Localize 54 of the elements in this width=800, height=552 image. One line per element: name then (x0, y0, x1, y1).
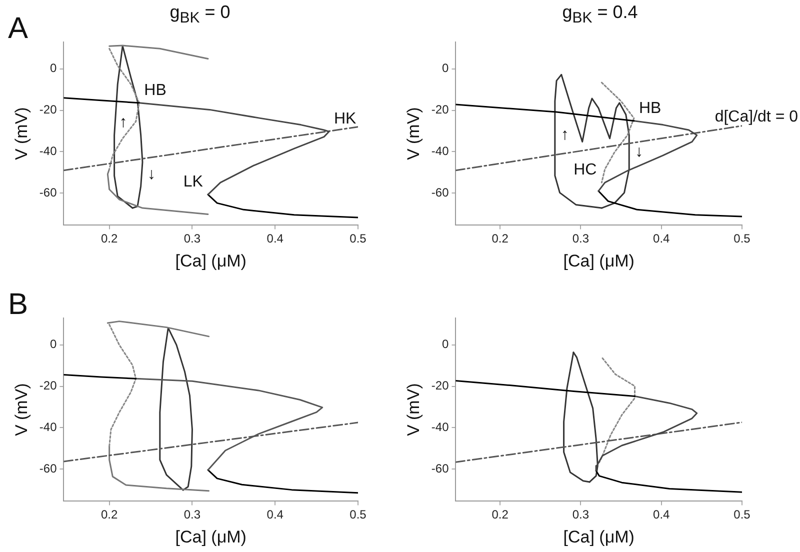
x-tick-label: 0.2 (492, 232, 509, 246)
y-tick-label: -60 (431, 461, 450, 476)
x-tick-label: 0.4 (653, 508, 670, 522)
x-tick-label: 0.5 (734, 508, 751, 522)
y-axis-title: V (mV) (12, 107, 31, 160)
y-tick-label: 0 (50, 61, 58, 76)
text: B (8, 288, 28, 322)
annotation: d[Ca]/dt = 0 (714, 108, 798, 126)
y-axis-title: V (mV) (12, 383, 31, 436)
x-tick-label: 0.2 (100, 508, 118, 522)
annotation: ↑ (119, 114, 128, 132)
x-tick-label: 0.3 (572, 508, 590, 522)
x-tick-label: 0.3 (184, 508, 201, 522)
y-axis-title: V (mV) (404, 107, 423, 160)
y-tick-label: -20 (39, 378, 58, 393)
x-tick-label: 0.2 (100, 232, 118, 246)
y-tick-label: 0 (442, 337, 450, 352)
y-tick-label: -40 (431, 420, 450, 434)
y-tick-label: -20 (431, 102, 450, 117)
y-axis-title: V (mV) (404, 383, 423, 436)
x-tick-label: 0.3 (572, 232, 590, 246)
x-tick-label: 0.4 (266, 508, 284, 522)
x-axis-title: [Ca] (μM) (563, 251, 634, 270)
annotation: ↓ (635, 144, 644, 161)
x-axis-title: [Ca] (μM) (563, 527, 634, 546)
y-tick-label: -20 (431, 378, 450, 393)
x-tick-label: 0.4 (653, 232, 670, 246)
annotation: HB (144, 82, 166, 99)
y-tick-label: -20 (39, 102, 58, 117)
y-tick-label: -60 (39, 461, 58, 476)
annotation: ↓ (147, 166, 156, 184)
text: A (8, 12, 28, 46)
x-tick-label: 0.5 (734, 232, 751, 246)
x-tick-label: 0.4 (266, 232, 284, 246)
x-tick-label: 0.5 (350, 508, 367, 522)
y-tick-label: 0 (442, 61, 450, 76)
x-tick-label: 0.2 (492, 508, 509, 522)
x-axis-title: [Ca] (μM) (175, 527, 246, 546)
y-tick-label: -40 (431, 144, 450, 158)
chart-title: g$_{BK}$ = 0 (170, 2, 230, 27)
annotation: HC (574, 162, 597, 179)
annotation: LK (183, 174, 204, 191)
annotation: ↑ (560, 126, 569, 144)
chart-title: g$_{BK}$ = 0.4 (561, 2, 639, 27)
y-tick-label: -60 (431, 185, 450, 200)
y-tick-label: 0 (50, 337, 58, 352)
x-axis-title: [Ca] (μM) (175, 251, 246, 270)
y-tick-label: -60 (39, 185, 58, 200)
annotation: HB (638, 100, 662, 117)
x-tick-label: 0.3 (184, 232, 201, 246)
y-tick-label: -40 (39, 144, 58, 158)
x-tick-label: 0.5 (350, 232, 367, 246)
annotation: HK (334, 110, 357, 128)
y-tick-label: -40 (39, 420, 58, 434)
